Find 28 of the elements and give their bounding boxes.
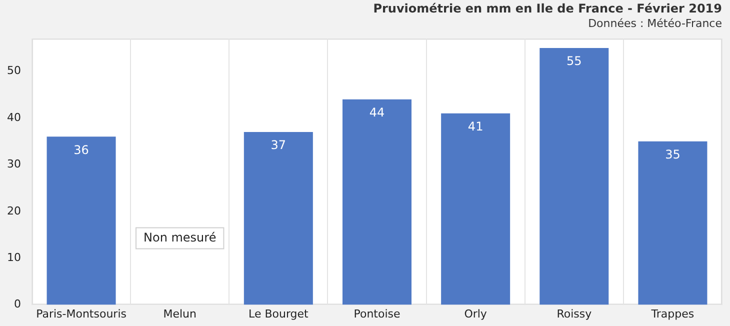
bar (342, 99, 412, 305)
y-tick-label: 50 (6, 64, 21, 78)
data-label: 55 (566, 54, 582, 68)
data-label: 44 (369, 105, 385, 120)
chart-title: Pruviométrie en mm en Ile de France - Février 2019 (373, 1, 722, 16)
x-tick-label: Pontoise (354, 307, 400, 320)
bar (540, 48, 609, 305)
bar (46, 136, 116, 305)
y-tick-label: 40 (6, 110, 21, 124)
y-tick-label: 10 (6, 250, 21, 264)
x-tick-label: Orly (464, 307, 488, 320)
x-tick-label: Paris-Montsouris (36, 307, 127, 320)
x-tick-label: Melun (163, 307, 197, 320)
x-tick-label: Roissy (556, 307, 592, 320)
data-label: 36 (74, 142, 89, 157)
y-tick-label: 30 (6, 158, 21, 171)
data-label: 35 (665, 147, 680, 162)
bar (244, 132, 313, 305)
bar (441, 113, 510, 305)
x-tick-label: Le Bourget (248, 307, 310, 320)
bar (638, 141, 708, 305)
y-tick-label: 20 (6, 204, 21, 218)
chart-subtitle: Données : Météo-France (588, 16, 722, 30)
x-tick-label: Trappes (650, 307, 694, 320)
data-label: 37 (270, 138, 286, 152)
y-tick-label: 0 (14, 298, 21, 311)
data-label: 41 (468, 119, 484, 134)
annotation: Non mesuré (143, 230, 216, 244)
